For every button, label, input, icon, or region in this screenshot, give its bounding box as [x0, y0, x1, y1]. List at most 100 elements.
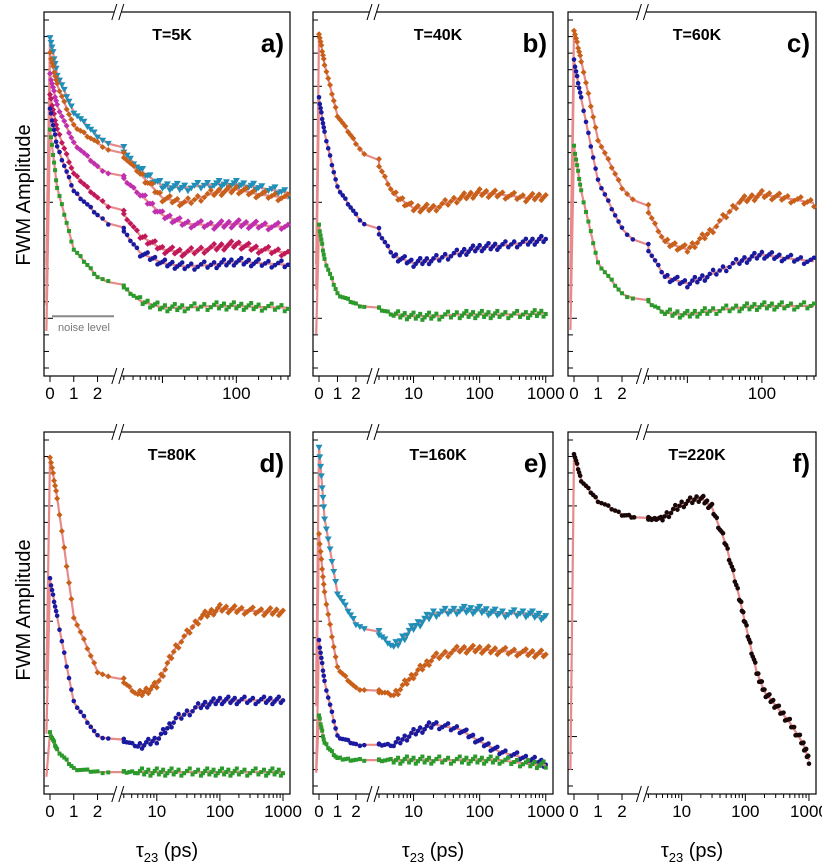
data-point — [205, 265, 210, 270]
data-point — [532, 759, 537, 764]
data-point — [429, 316, 434, 321]
data-point — [777, 302, 782, 307]
data-point — [477, 311, 482, 316]
axis-break-bottom-mask — [113, 786, 122, 802]
data-point — [127, 220, 134, 227]
panel-frame — [43, 431, 291, 795]
data-point — [325, 146, 331, 151]
data-point — [87, 157, 94, 164]
data-point — [94, 138, 101, 145]
data-point — [268, 695, 273, 701]
data-point — [332, 653, 339, 660]
data-point — [679, 499, 684, 505]
data-point — [61, 118, 68, 125]
data-point — [426, 720, 432, 725]
data-point — [437, 317, 442, 322]
data-point — [275, 219, 282, 226]
data-point — [752, 250, 757, 256]
data-point — [59, 753, 64, 758]
data-point — [431, 256, 436, 261]
x-tick-label: 0 — [45, 802, 54, 821]
data-point — [256, 257, 261, 262]
panel-title: T=80K — [148, 447, 197, 464]
data-point — [80, 118, 88, 125]
data-point — [803, 746, 809, 752]
data-point — [85, 263, 90, 268]
data-point — [215, 178, 223, 185]
data-point — [409, 257, 414, 263]
data-point — [99, 671, 106, 678]
data-point — [404, 317, 409, 322]
data-point — [592, 124, 599, 131]
data-point — [232, 768, 237, 773]
data-point — [214, 300, 219, 305]
data-point — [48, 44, 56, 51]
data-point — [393, 739, 399, 745]
data-point — [713, 223, 720, 230]
data-point — [529, 608, 537, 615]
data-point — [598, 143, 605, 150]
data-point — [575, 80, 581, 86]
data-point — [61, 145, 68, 152]
data-point — [446, 755, 451, 760]
data-point — [585, 90, 592, 97]
data-point — [191, 196, 198, 203]
data-point — [104, 140, 112, 147]
data-point — [340, 295, 345, 300]
data-point — [47, 106, 53, 111]
data-point — [256, 772, 261, 777]
data-point — [528, 764, 533, 769]
data-point — [717, 268, 722, 273]
data-point — [689, 240, 696, 247]
data-point — [453, 611, 461, 618]
data-point — [226, 305, 231, 310]
data-point — [606, 273, 611, 278]
axis-break-mark — [366, 423, 373, 441]
data-point — [52, 482, 59, 489]
data-point — [324, 536, 332, 543]
data-point — [400, 759, 405, 764]
data-point — [63, 94, 71, 101]
data-point — [658, 233, 665, 240]
data-point — [739, 258, 745, 263]
data-point — [319, 725, 324, 730]
data-point — [267, 605, 274, 612]
data-point — [720, 264, 726, 269]
data-point — [430, 202, 437, 209]
data-point — [87, 189, 94, 196]
data-point — [241, 307, 246, 312]
data-point — [340, 193, 346, 198]
data-point — [159, 770, 164, 775]
data-point — [134, 245, 140, 251]
axis-break-top-mask — [638, 424, 647, 440]
data-point — [222, 179, 230, 186]
data-point — [542, 613, 550, 620]
data-point — [425, 616, 433, 623]
data-point — [378, 634, 386, 641]
data-point — [286, 306, 290, 311]
x-tick-label: 2 — [351, 802, 360, 821]
data-point — [166, 212, 173, 219]
data-point — [608, 164, 615, 171]
data-point — [339, 598, 347, 605]
data-point — [392, 189, 399, 196]
data-point — [586, 130, 591, 136]
x-tick-label: 1000 — [527, 802, 565, 821]
data-point — [47, 454, 53, 461]
data-point — [590, 113, 597, 120]
axis-break-mark — [635, 785, 642, 803]
panel-letter: b) — [522, 28, 547, 58]
data-point — [737, 309, 742, 314]
data-point — [759, 249, 765, 255]
data-point — [61, 650, 67, 655]
data-point — [331, 719, 337, 724]
data-point — [538, 647, 545, 654]
data-point — [351, 758, 356, 763]
data-point — [55, 185, 60, 190]
data-point — [426, 662, 433, 669]
data-point — [486, 741, 491, 746]
data-point — [457, 754, 462, 759]
data-point — [152, 254, 158, 260]
data-point — [54, 144, 60, 149]
data-point — [48, 459, 55, 466]
